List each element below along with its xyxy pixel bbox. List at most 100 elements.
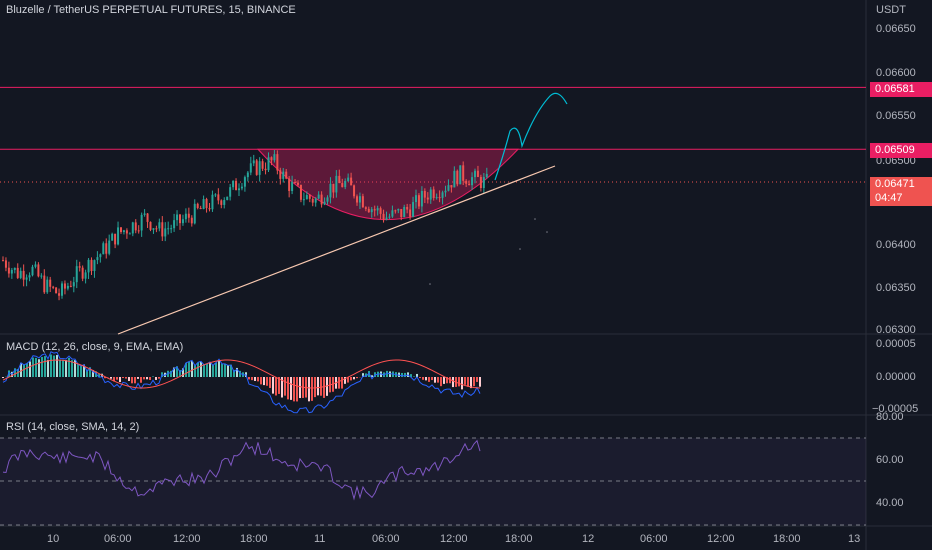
macd-bar xyxy=(137,377,139,379)
macd-bar xyxy=(74,360,76,377)
candle-body xyxy=(435,197,438,199)
candle-body xyxy=(179,214,181,224)
candle-body xyxy=(161,222,164,237)
macd-bar xyxy=(278,377,280,394)
macd-bar xyxy=(353,377,355,380)
candle-body xyxy=(99,254,102,258)
rsi-line xyxy=(2,439,481,501)
y-tick: 0.06550 xyxy=(876,110,916,122)
candle-body xyxy=(34,264,37,267)
candle-body xyxy=(285,171,288,179)
candle-body xyxy=(223,199,226,205)
macd-bar xyxy=(86,369,88,377)
candle-body xyxy=(338,175,341,184)
macd-bar xyxy=(89,367,91,377)
macd-bar xyxy=(68,357,70,377)
candle-body xyxy=(214,194,217,196)
macd-bar xyxy=(221,363,223,377)
candle-body xyxy=(140,214,143,231)
candle-body xyxy=(347,177,350,181)
macd-bar xyxy=(347,377,349,383)
candle-body xyxy=(137,230,140,232)
macd-bar xyxy=(266,377,268,386)
macd-bar xyxy=(401,372,403,377)
candle-body xyxy=(453,170,456,188)
macd-bar xyxy=(473,377,475,387)
macd-bar xyxy=(479,377,481,387)
macd-bar xyxy=(272,377,274,394)
candle-body xyxy=(426,197,429,200)
candle-body xyxy=(385,217,388,220)
candle-body xyxy=(291,182,294,191)
candle-body xyxy=(350,177,353,186)
candle-body xyxy=(187,213,190,218)
macd-bar xyxy=(152,376,154,377)
macd-bar xyxy=(254,377,256,381)
macd-bar xyxy=(248,377,250,380)
macd-tick: −0.00005 xyxy=(872,403,919,415)
candle-body xyxy=(158,222,161,229)
candle-body xyxy=(181,219,184,224)
macd-bar xyxy=(176,366,178,377)
macd-bar xyxy=(179,370,181,377)
macd-bar xyxy=(170,370,172,377)
candle-body xyxy=(208,208,211,210)
candle-body xyxy=(438,197,441,199)
candle-body xyxy=(16,267,19,278)
x-tick: 18:00 xyxy=(505,533,533,545)
macd-bar xyxy=(230,364,232,377)
y-tick: 0.06300 xyxy=(876,324,916,336)
macd-bar xyxy=(47,359,49,377)
candle-body xyxy=(90,259,93,271)
candle-body xyxy=(311,198,314,203)
macd-bar xyxy=(41,356,43,377)
candle-body xyxy=(255,160,258,175)
candle-body xyxy=(49,279,52,287)
macd-bar xyxy=(461,377,463,390)
candle-body xyxy=(432,189,435,198)
candle-body xyxy=(367,208,370,213)
signal-line xyxy=(2,359,481,389)
candle-body xyxy=(479,176,482,189)
macd-bar xyxy=(80,365,82,377)
candle-body xyxy=(205,199,208,209)
candle-body xyxy=(317,194,320,199)
chart-title: Bluzelle / TetherUS PERPETUAL FUTURES, 1… xyxy=(6,4,296,16)
candle-body xyxy=(373,209,376,211)
candle-body xyxy=(72,282,75,287)
macd-bar xyxy=(356,377,358,379)
macd-bar xyxy=(209,362,211,377)
candle-body xyxy=(465,180,468,184)
candle-body xyxy=(485,173,488,178)
macd-bar xyxy=(365,373,367,377)
candle-body xyxy=(155,228,158,230)
dot-marker xyxy=(429,283,431,285)
macd-bar xyxy=(215,362,217,377)
macd-bar xyxy=(341,377,343,389)
candle-body xyxy=(143,213,146,215)
x-tick: 06:00 xyxy=(104,533,132,545)
macd-bar xyxy=(143,377,145,380)
candle-body xyxy=(63,283,66,289)
macd-bar xyxy=(320,377,322,396)
candle-body xyxy=(40,275,43,277)
x-tick: 11 xyxy=(314,533,326,545)
candle-body xyxy=(31,266,34,276)
candle-body xyxy=(105,243,108,254)
macd-bar xyxy=(470,377,472,389)
candle-body xyxy=(364,207,367,209)
y-tick: 0.06650 xyxy=(876,23,916,35)
macd-tick: 0.00000 xyxy=(876,371,916,383)
macd-bar xyxy=(326,377,328,396)
candle-body xyxy=(305,195,308,200)
candle-body xyxy=(391,210,394,217)
candle-body xyxy=(474,170,476,178)
candle-body xyxy=(93,260,96,271)
macd-bar xyxy=(386,370,388,377)
macd-bar xyxy=(263,377,265,386)
candle-body xyxy=(240,186,243,189)
macd-bar xyxy=(428,377,430,382)
candle-body xyxy=(193,203,196,224)
candle-body xyxy=(43,275,46,293)
